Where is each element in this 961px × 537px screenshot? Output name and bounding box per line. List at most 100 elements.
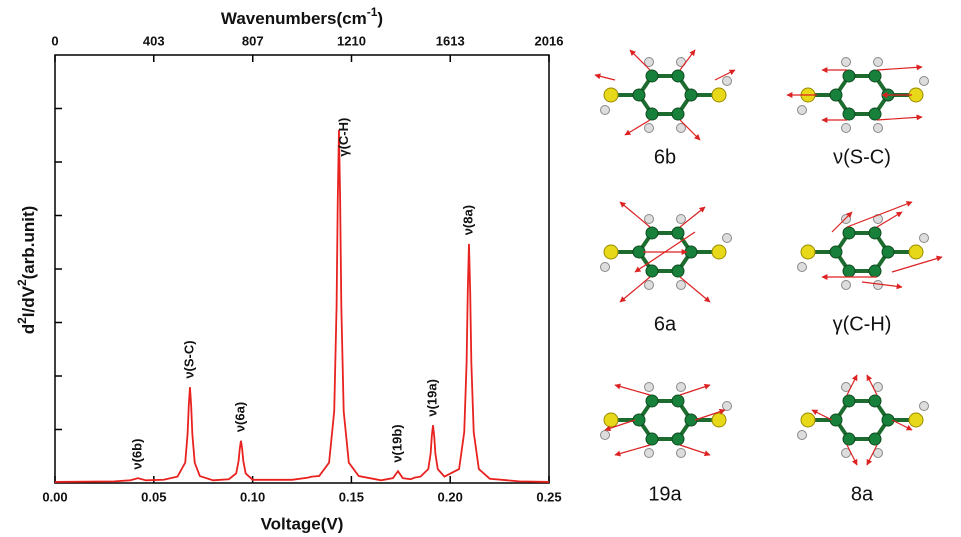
x2-tick-label: 2016	[535, 33, 564, 48]
hydrogen	[645, 383, 654, 392]
x-tick-label: 0.25	[536, 489, 561, 504]
carbon	[672, 108, 684, 120]
hydrogen	[798, 106, 807, 115]
sulfur	[909, 413, 923, 427]
sulfur	[909, 245, 923, 259]
peak-annotation: ν(8a)	[460, 205, 475, 235]
carbon	[685, 89, 697, 101]
sulfur	[801, 413, 815, 427]
hydrogen	[645, 215, 654, 224]
carbon	[869, 433, 881, 445]
x-tick-label: 0.10	[240, 489, 265, 504]
hydrogen	[723, 402, 732, 411]
carbon	[869, 70, 881, 82]
label-part: (arb.unit)	[19, 206, 38, 280]
sulfur	[604, 245, 618, 259]
hydrogen	[601, 106, 610, 115]
molecule-label: 6a	[654, 313, 677, 335]
carbon	[672, 433, 684, 445]
label-part: I/dV	[19, 285, 38, 317]
x2-tick-label: 1210	[337, 33, 366, 48]
hydrogen	[920, 77, 929, 86]
carbon	[646, 108, 658, 120]
peak-annotation: γ(C-H)	[336, 118, 351, 157]
spectrum-line	[55, 130, 549, 482]
x-tick-label: 0.15	[339, 489, 364, 504]
molecule-label: 19a	[648, 483, 682, 505]
carbon	[869, 265, 881, 277]
peak-annotation: ν(S-C)	[181, 340, 196, 378]
label-part: )	[377, 9, 383, 28]
displacement-arrow	[620, 202, 650, 227]
peak-annotation: ν(19a)	[424, 379, 439, 417]
sulfur	[801, 245, 815, 259]
hydrogen	[874, 124, 883, 133]
displacement-arrow	[595, 75, 615, 80]
sulfur	[604, 413, 618, 427]
hydrogen	[874, 281, 883, 290]
label-part: d	[19, 324, 38, 334]
hydrogen	[677, 281, 686, 290]
x-tick-label: 0.20	[438, 489, 463, 504]
x2-tick-label: 1613	[436, 33, 465, 48]
carbon	[843, 227, 855, 239]
x2-tick-label: 807	[242, 33, 264, 48]
hydrogen	[645, 124, 654, 133]
carbon	[646, 433, 658, 445]
hydrogen	[842, 281, 851, 290]
hydrogen	[645, 281, 654, 290]
displacement-arrow	[877, 117, 922, 120]
carbon	[672, 227, 684, 239]
carbon	[869, 227, 881, 239]
carbon	[843, 433, 855, 445]
hydrogen	[723, 77, 732, 86]
displacement-arrow	[877, 67, 922, 70]
y-axis-label: d2I/dV2(arb.unit)	[15, 206, 38, 335]
hydrogen	[920, 234, 929, 243]
hydrogen	[645, 449, 654, 458]
peak-annotation: ν(19b)	[389, 424, 404, 462]
carbon	[843, 108, 855, 120]
carbon	[633, 89, 645, 101]
carbon	[843, 265, 855, 277]
carbon	[869, 108, 881, 120]
hydrogen	[677, 383, 686, 392]
hydrogen	[920, 402, 929, 411]
peak-annotation: ν(6b)	[129, 439, 144, 470]
carbon	[646, 227, 658, 239]
carbon	[646, 70, 658, 82]
hydrogen	[798, 431, 807, 440]
figure: Voltage(V) Wavenumbers(cm-1) d2I/dV2(arb…	[0, 0, 961, 537]
hydrogen	[601, 263, 610, 272]
carbon	[830, 89, 842, 101]
x-axis-label: Voltage(V)	[261, 514, 344, 533]
sulfur	[712, 413, 726, 427]
label-part: Wavenumbers(cm	[221, 9, 367, 28]
x2-tick-label: 0	[51, 33, 58, 48]
carbon	[830, 246, 842, 258]
sulfur	[712, 245, 726, 259]
carbon	[672, 70, 684, 82]
molecule-label: 6b	[654, 146, 676, 168]
x2-axis-label: Wavenumbers(cm-1)	[221, 5, 383, 28]
sulfur	[604, 88, 618, 102]
carbon	[646, 265, 658, 277]
carbon	[869, 395, 881, 407]
molecule-label: ν(S-C)	[833, 146, 891, 168]
carbon	[672, 265, 684, 277]
hydrogen	[842, 124, 851, 133]
displacement-arrow	[680, 277, 710, 302]
hydrogen	[842, 215, 851, 224]
hydrogen	[874, 58, 883, 67]
carbon	[646, 395, 658, 407]
hydrogen	[677, 215, 686, 224]
hydrogen	[798, 263, 807, 272]
plot-frame	[55, 55, 549, 483]
x-tick-label: 0.05	[141, 489, 166, 504]
label-sup: -1	[367, 5, 378, 19]
molecule-label: 8a	[851, 483, 874, 505]
displacement-arrow	[620, 277, 650, 302]
hydrogen	[723, 234, 732, 243]
hydrogen	[842, 58, 851, 67]
